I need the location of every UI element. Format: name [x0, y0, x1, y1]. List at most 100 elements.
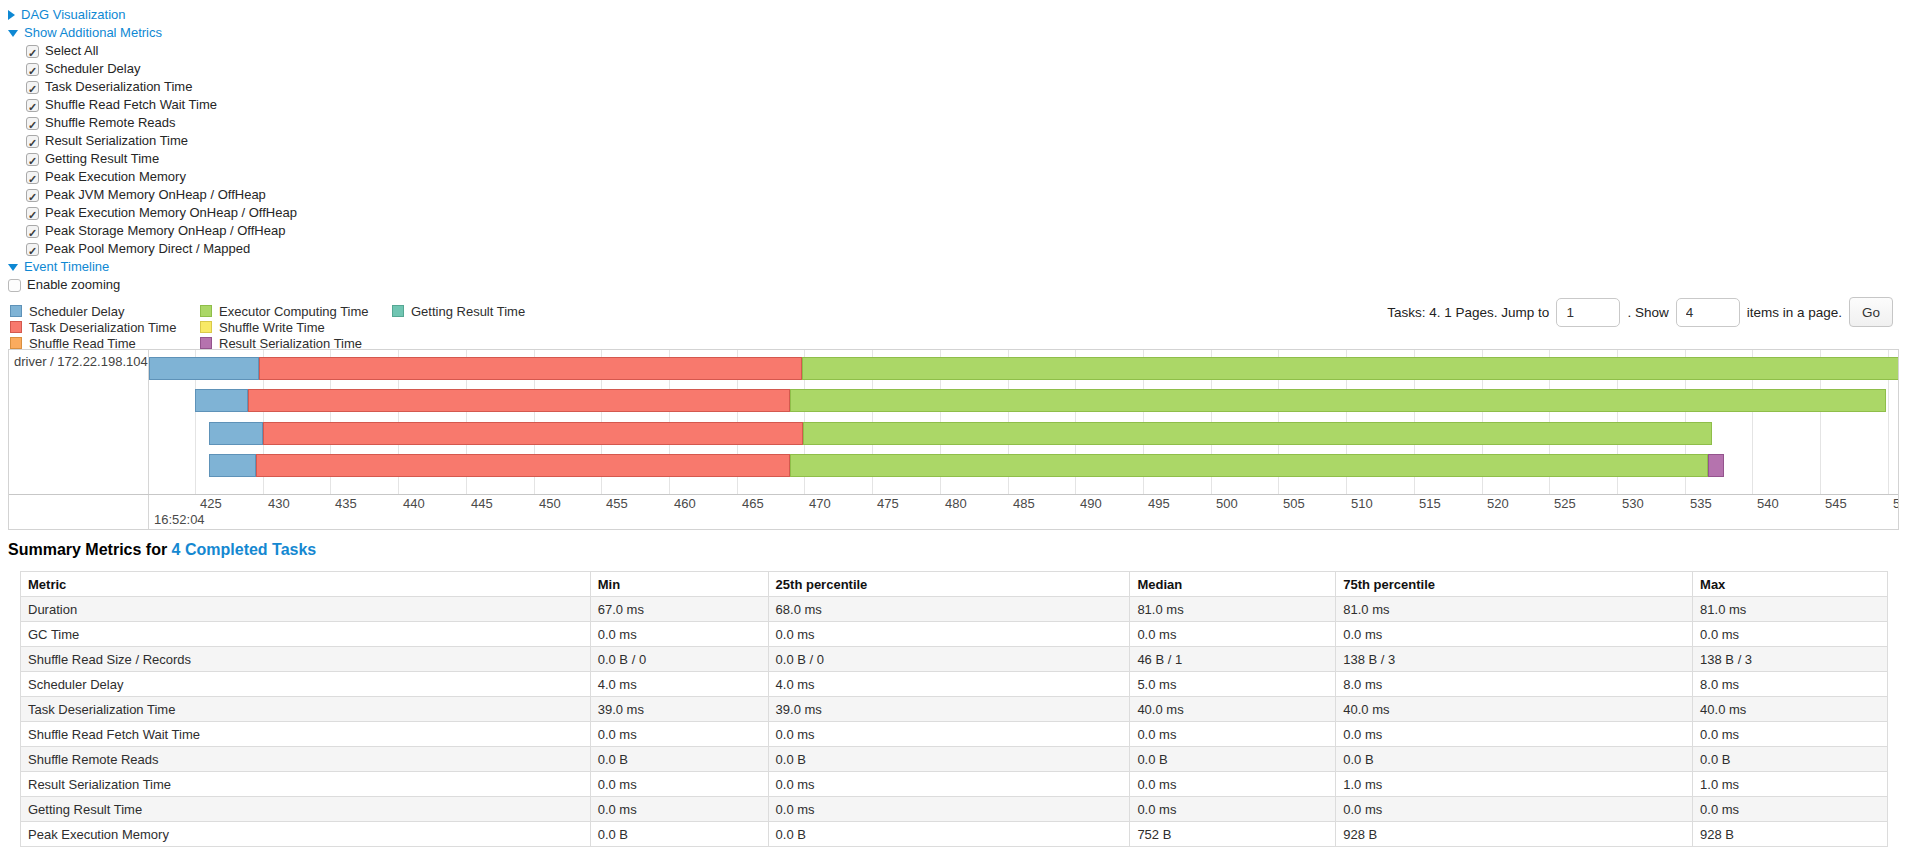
metric-value-cell: 0.0 ms: [768, 622, 1130, 647]
metric-value-cell: 40.0 ms: [1130, 697, 1336, 722]
executor-group-label: driver / 172.22.198.104: [9, 350, 148, 369]
show-additional-metrics-toggle[interactable]: Show Additional Metrics: [8, 24, 297, 42]
summary-metrics-table: MetricMin25th percentileMedian75th perce…: [20, 571, 1888, 847]
result-serialization-bar-segment[interactable]: [1708, 454, 1724, 477]
metric-value-cell: 0.0 B: [1693, 747, 1888, 772]
task-deserialization-bar-segment[interactable]: [248, 389, 790, 412]
metric-checkbox[interactable]: [26, 81, 39, 94]
axis-tick-label: 460: [674, 496, 696, 511]
metric-checkbox[interactable]: [26, 99, 39, 112]
axis-tick-label: 475: [877, 496, 899, 511]
metric-checkbox[interactable]: [26, 135, 39, 148]
metric-value-cell: 8.0 ms: [1693, 672, 1888, 697]
table-column-header: 25th percentile: [768, 572, 1130, 597]
metric-checkbox[interactable]: [26, 243, 39, 256]
metric-checkbox[interactable]: [26, 45, 39, 58]
show-additional-metrics-link[interactable]: Show Additional Metrics: [24, 24, 162, 42]
metric-checkbox-label: Peak Storage Memory OnHeap / OffHeap: [45, 222, 285, 240]
metric-checkbox[interactable]: [26, 225, 39, 238]
axis-tick-label: 530: [1622, 496, 1644, 511]
executor-computing-bar-segment[interactable]: [803, 422, 1712, 445]
table-column-header: Metric: [21, 572, 591, 597]
metric-checkbox-item[interactable]: Peak Execution Memory: [8, 168, 297, 186]
metric-checkbox-item[interactable]: Peak Execution Memory OnHeap / OffHeap: [8, 204, 297, 222]
summary-metrics-title: Summary Metrics for: [8, 541, 172, 558]
table-column-header: Max: [1693, 572, 1888, 597]
metric-checkbox-item[interactable]: Peak JVM Memory OnHeap / OffHeap: [8, 186, 297, 204]
items-per-page-text: items in a page.: [1747, 305, 1842, 320]
executor-computing-bar-segment[interactable]: [790, 389, 1886, 412]
metric-name-cell: Duration: [21, 597, 591, 622]
scheduler-delay-bar-segment[interactable]: [209, 454, 256, 477]
metric-checkbox-item[interactable]: Scheduler Delay: [8, 60, 297, 78]
completed-tasks-link[interactable]: 4 Completed Tasks: [172, 541, 317, 558]
metric-checkbox[interactable]: [26, 153, 39, 166]
metric-value-cell: 0.0 ms: [768, 722, 1130, 747]
metric-value-cell: 1.0 ms: [1693, 772, 1888, 797]
metric-checkbox[interactable]: [26, 171, 39, 184]
metric-checkbox-item[interactable]: Shuffle Remote Reads: [8, 114, 297, 132]
task-pagination: Tasks: 4. 1 Pages. Jump to . Show items …: [1387, 296, 1893, 328]
shuffle-write-swatch-icon: [200, 321, 212, 333]
task-deserialization-bar-segment[interactable]: [263, 422, 803, 445]
dag-visualization-toggle[interactable]: DAG Visualization: [8, 6, 297, 24]
table-header-row: MetricMin25th percentileMedian75th perce…: [21, 572, 1888, 597]
metric-name-cell: Getting Result Time: [21, 797, 591, 822]
metric-value-cell: 39.0 ms: [590, 697, 768, 722]
collapsed-arrow-icon: [8, 10, 15, 20]
task-deserialization-bar-segment[interactable]: [259, 357, 802, 380]
axis-tick-label: 510: [1351, 496, 1373, 511]
scheduler-delay-bar-segment[interactable]: [195, 389, 248, 412]
metric-value-cell: 0.0 ms: [1693, 797, 1888, 822]
axis-tick-label: 535: [1690, 496, 1712, 511]
metric-checkbox-item[interactable]: Shuffle Read Fetch Wait Time: [8, 96, 297, 114]
metric-checkbox[interactable]: [26, 117, 39, 130]
dag-visualization-link[interactable]: DAG Visualization: [21, 6, 126, 24]
metric-checkbox[interactable]: [26, 189, 39, 202]
metric-checkbox-label: Getting Result Time: [45, 150, 159, 168]
enable-zooming-checkbox[interactable]: [8, 279, 21, 292]
metric-value-cell: 0.0 ms: [1336, 722, 1693, 747]
executor-computing-bar-segment[interactable]: [802, 357, 1899, 380]
metric-checkbox-label: Peak Execution Memory: [45, 168, 186, 186]
event-timeline-toggle[interactable]: Event Timeline: [8, 258, 297, 276]
table-row: Scheduler Delay4.0 ms4.0 ms5.0 ms8.0 ms8…: [21, 672, 1888, 697]
enable-zooming-option[interactable]: Enable zooming: [8, 276, 297, 294]
metric-checkbox-item[interactable]: Peak Pool Memory Direct / Mapped: [8, 240, 297, 258]
metric-checkbox-item[interactable]: Result Serialization Time: [8, 132, 297, 150]
metric-value-cell: 39.0 ms: [768, 697, 1130, 722]
metric-value-cell: 0.0 ms: [590, 797, 768, 822]
metric-value-cell: 68.0 ms: [768, 597, 1130, 622]
legend-item: Getting Result Time: [392, 303, 525, 319]
metric-checkbox-item[interactable]: Task Deserialization Time: [8, 78, 297, 96]
scheduler-delay-bar-segment[interactable]: [149, 357, 259, 380]
axis-tick-label: 485: [1013, 496, 1035, 511]
metric-value-cell: 0.0 ms: [768, 797, 1130, 822]
metric-value-cell: 0.0 B: [768, 822, 1130, 847]
metric-checkbox[interactable]: [26, 207, 39, 220]
task-deserialization-bar-segment[interactable]: [256, 454, 790, 477]
metric-value-cell: 4.0 ms: [590, 672, 768, 697]
scheduler-delay-bar-segment[interactable]: [209, 422, 263, 445]
metric-value-cell: 0.0 ms: [1130, 622, 1336, 647]
metric-checkbox[interactable]: [26, 63, 39, 76]
legend-item-label: Task Deserialization Time: [29, 320, 176, 335]
legend-item-label: Scheduler Delay: [29, 304, 124, 319]
metric-checkbox-item[interactable]: Getting Result Time: [8, 150, 297, 168]
legend-item: Executor Computing Time: [200, 303, 369, 319]
timeline-plot-area: [149, 350, 1899, 494]
jump-to-page-input[interactable]: [1556, 298, 1620, 327]
legend-item-label: Executor Computing Time: [219, 304, 369, 319]
go-button[interactable]: Go: [1849, 297, 1893, 327]
metric-value-cell: 0.0 ms: [768, 772, 1130, 797]
event-timeline-link[interactable]: Event Timeline: [24, 258, 109, 276]
executor-computing-bar-segment[interactable]: [790, 454, 1708, 477]
legend-item: Shuffle Write Time: [200, 319, 369, 335]
shuffle-read-swatch-icon: [10, 337, 22, 349]
metric-checkbox-item[interactable]: Select All: [8, 42, 297, 60]
metric-checkbox-item[interactable]: Peak Storage Memory OnHeap / OffHeap: [8, 222, 297, 240]
metric-value-cell: 0.0 ms: [590, 772, 768, 797]
metric-value-cell: 81.0 ms: [1336, 597, 1693, 622]
items-per-page-input[interactable]: [1676, 298, 1740, 327]
metric-checkbox-label: Result Serialization Time: [45, 132, 188, 150]
